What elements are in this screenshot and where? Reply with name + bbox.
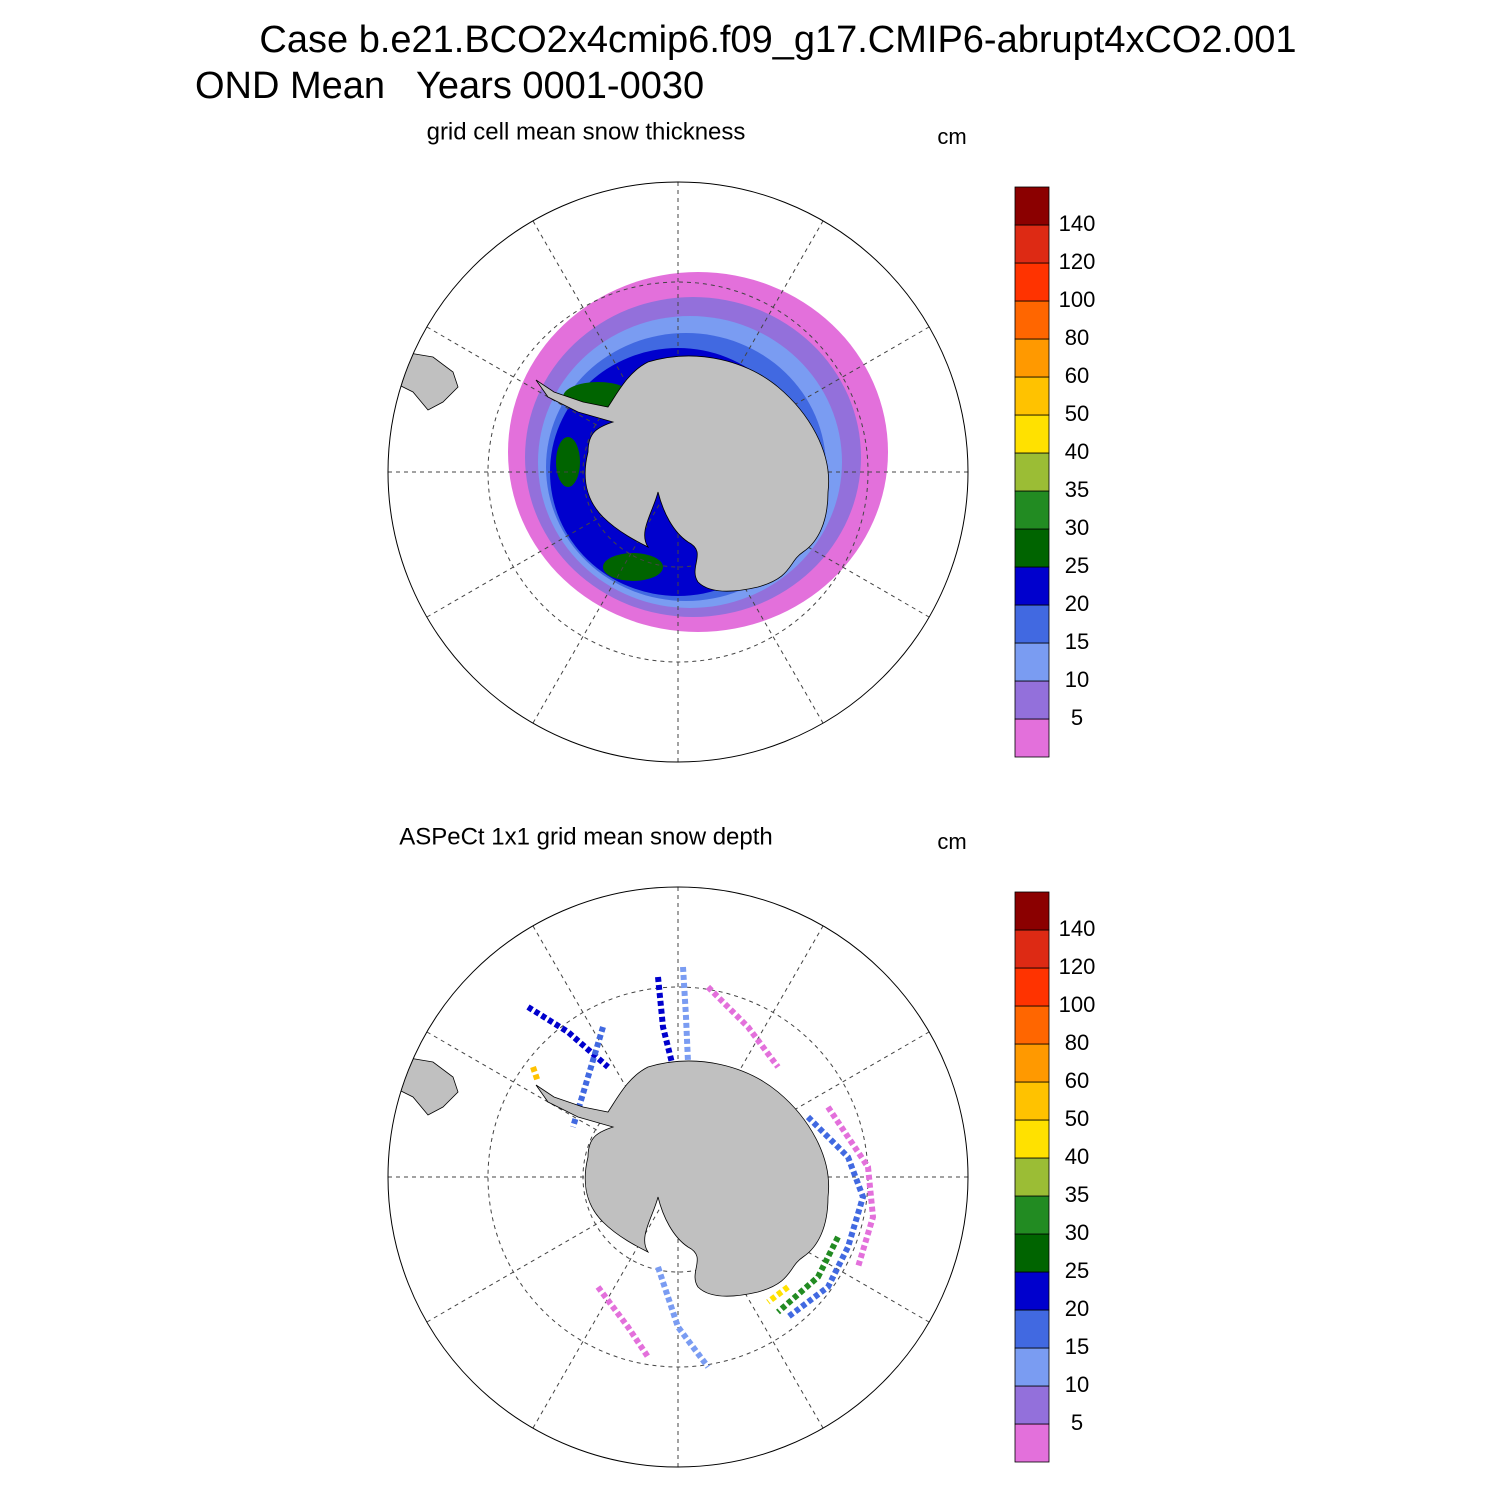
colorbar-box bbox=[1014, 1081, 1050, 1121]
colorbar-box bbox=[1014, 1271, 1050, 1311]
subtitle: OND Mean Years 0001-0030 bbox=[195, 65, 704, 107]
colorbar-box bbox=[1014, 1195, 1050, 1235]
units: cm bbox=[937, 124, 966, 149]
colorbar-label: 50 bbox=[1065, 1106, 1089, 1131]
colorbar-box bbox=[1014, 1423, 1050, 1463]
colorbar-box bbox=[1014, 414, 1050, 454]
colorbar-label: 30 bbox=[1065, 1220, 1089, 1245]
colorbar-box bbox=[1014, 262, 1050, 302]
colorbar-box bbox=[1014, 1309, 1050, 1349]
colorbar-box bbox=[1014, 891, 1050, 931]
panel-title: grid cell mean snow thickness bbox=[427, 118, 746, 145]
units: cm bbox=[937, 829, 966, 854]
colorbar-box bbox=[1014, 338, 1050, 378]
colorbar-box bbox=[1014, 1233, 1050, 1273]
colorbar-box bbox=[1014, 604, 1050, 644]
colorbar-box bbox=[1014, 1043, 1050, 1083]
colorbar-box bbox=[1014, 929, 1050, 969]
colorbar-label: 140 bbox=[1059, 916, 1096, 941]
colorbar-box bbox=[1014, 186, 1050, 226]
colorbar-box bbox=[1014, 1119, 1050, 1159]
colorbar-box bbox=[1014, 566, 1050, 606]
colorbar-label: 50 bbox=[1065, 401, 1089, 426]
colorbar-label: 80 bbox=[1065, 1030, 1089, 1055]
colorbar-label: 35 bbox=[1065, 477, 1089, 502]
map-observed bbox=[387, 886, 969, 1468]
colorbar-label: 40 bbox=[1065, 1144, 1089, 1169]
colorbar-label: 60 bbox=[1065, 363, 1089, 388]
colorbar-box bbox=[1014, 1385, 1050, 1425]
colorbar-label: 15 bbox=[1065, 629, 1089, 654]
title: Case b.e21.BCO2x4cmip6.f09_g17.CMIP6-abr… bbox=[259, 19, 1296, 61]
colorbar-label: 10 bbox=[1065, 1372, 1089, 1397]
colorbar-label: 25 bbox=[1065, 553, 1089, 578]
colorbar-label: 100 bbox=[1059, 992, 1096, 1017]
colorbar-box bbox=[1014, 376, 1050, 416]
colorbar-label: 20 bbox=[1065, 1296, 1089, 1321]
colorbar-label: 5 bbox=[1071, 705, 1083, 730]
colorbar-label: 120 bbox=[1059, 249, 1096, 274]
colorbar-label: 140 bbox=[1059, 211, 1096, 236]
map-model bbox=[387, 181, 969, 763]
colorbar-box bbox=[1014, 300, 1050, 340]
colorbar-label: 30 bbox=[1065, 515, 1089, 540]
colorbar-label: 80 bbox=[1065, 325, 1089, 350]
colorbar-label: 5 bbox=[1071, 1410, 1083, 1435]
colorbar-label: 40 bbox=[1065, 439, 1089, 464]
colorbar-label: 60 bbox=[1065, 1068, 1089, 1093]
panel-title: ASPeCt 1x1 grid mean snow depth bbox=[399, 823, 773, 850]
colorbar-box bbox=[1014, 718, 1050, 758]
colorbar-label: 120 bbox=[1059, 954, 1096, 979]
colorbar-box bbox=[1014, 680, 1050, 720]
colorbar-box bbox=[1014, 642, 1050, 682]
colorbar-box bbox=[1014, 224, 1050, 264]
colorbar-label: 100 bbox=[1059, 287, 1096, 312]
colorbar-box bbox=[1014, 967, 1050, 1007]
colorbar-box bbox=[1014, 1005, 1050, 1045]
colorbar-box bbox=[1014, 490, 1050, 530]
colorbar-label: 20 bbox=[1065, 591, 1089, 616]
colorbar-box bbox=[1014, 452, 1050, 492]
colorbar-box bbox=[1014, 528, 1050, 568]
colorbar-label: 10 bbox=[1065, 667, 1089, 692]
colorbar-box bbox=[1014, 1157, 1050, 1197]
colorbar-label: 15 bbox=[1065, 1334, 1089, 1359]
colorbar-label: 35 bbox=[1065, 1182, 1089, 1207]
colorbar-label: 25 bbox=[1065, 1258, 1089, 1283]
colorbar-box bbox=[1014, 1347, 1050, 1387]
